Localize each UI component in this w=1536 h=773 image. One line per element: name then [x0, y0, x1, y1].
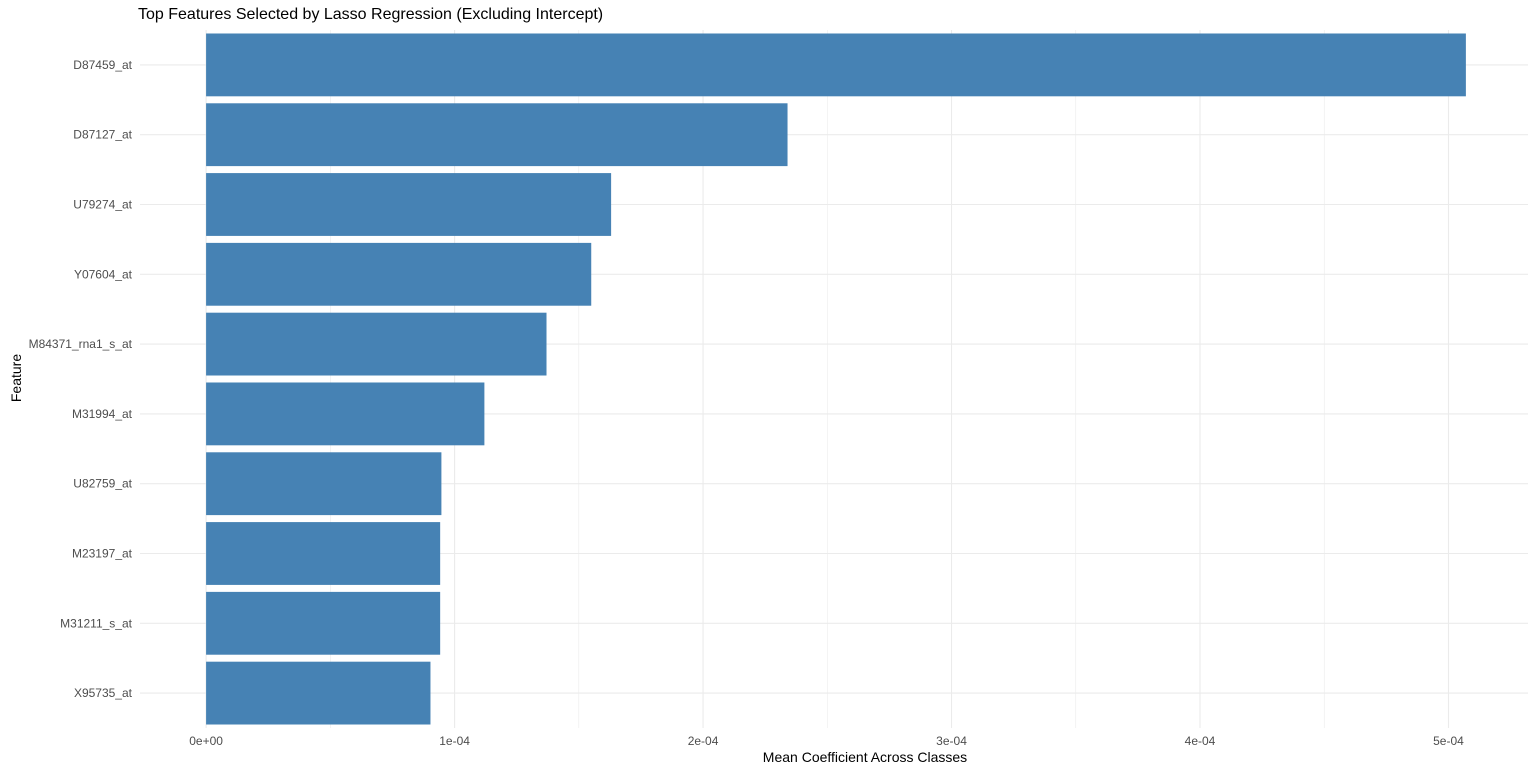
bar	[206, 591, 441, 655]
y-tick-label: D87459_at	[73, 58, 132, 72]
chart-title: Top Features Selected by Lasso Regressio…	[138, 6, 604, 23]
bar	[206, 103, 788, 167]
bar	[206, 452, 442, 516]
x-tick-label: 2e-04	[688, 734, 719, 748]
x-tick-label: 3e-04	[936, 734, 967, 748]
bar	[206, 522, 441, 585]
bars	[206, 33, 1466, 725]
x-tick-label: 5e-04	[1433, 734, 1464, 748]
bar	[206, 173, 612, 236]
bar	[206, 312, 547, 376]
y-tick-label: M31211_s_at	[60, 616, 132, 630]
x-axis-label: Mean Coefficient Across Classes	[762, 749, 968, 765]
bar	[206, 382, 485, 446]
y-tick-label: M23197_at	[72, 547, 133, 561]
x-tick-label: 1e-04	[439, 734, 470, 748]
y-tick-label: Y07604_at	[74, 267, 133, 281]
bar	[206, 33, 1466, 97]
x-tick-label: 0e+00	[189, 734, 223, 748]
x-tick-labels: 0e+00 1e-04 2e-04 3e-04 4e-04 5e-04	[189, 734, 1464, 748]
x-tick-label: 4e-04	[1185, 734, 1216, 748]
y-tick-label: U82759_at	[73, 477, 132, 491]
bar	[206, 242, 592, 306]
bar	[206, 661, 431, 725]
y-axis-label: Feature	[8, 353, 24, 403]
y-tick-label: X95735_at	[74, 686, 133, 700]
y-tick-label: M84371_rna1_s_at	[29, 337, 133, 351]
y-tick-labels: D87459_at D87127_at U79274_at Y07604_at M843…	[29, 58, 133, 700]
y-tick-label: D87127_at	[73, 128, 132, 142]
y-tick-label: M31994_at	[72, 407, 133, 421]
y-tick-label: U79274_at	[73, 198, 132, 212]
